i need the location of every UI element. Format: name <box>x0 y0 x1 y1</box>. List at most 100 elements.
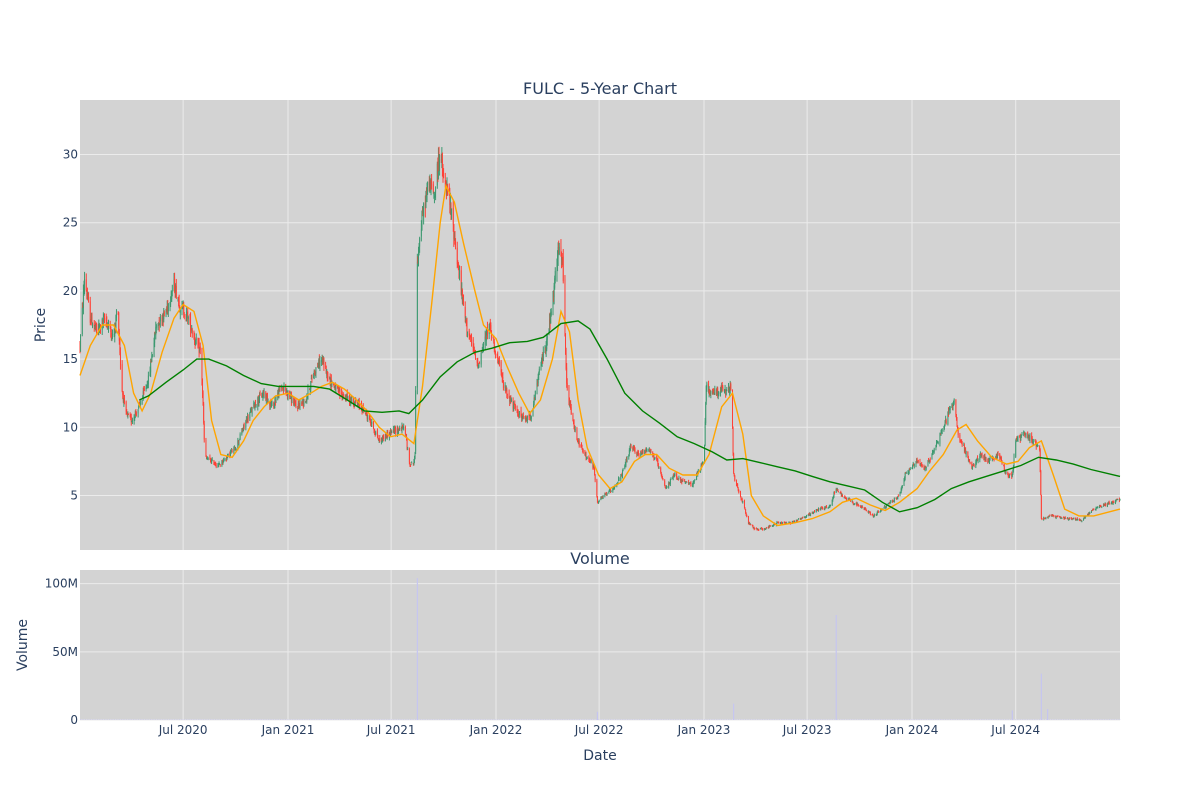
volume-bar <box>1033 719 1035 720</box>
candle-body <box>657 459 659 464</box>
candle-body <box>967 451 969 458</box>
volume-bar <box>777 719 779 720</box>
candle-body <box>1079 518 1080 521</box>
candle-body <box>518 411 520 415</box>
candle-body <box>493 338 495 341</box>
candle-body <box>338 386 340 393</box>
candle-body <box>405 435 407 437</box>
volume-bar <box>991 719 993 720</box>
candle-body <box>919 461 921 466</box>
volume-bar <box>656 719 657 720</box>
volume-bar <box>929 719 931 720</box>
volume-bar <box>172 719 174 720</box>
candle-body <box>343 396 345 398</box>
volume-bar <box>302 719 304 720</box>
volume-bar <box>466 719 468 720</box>
candle-body <box>881 509 883 511</box>
volume-bar <box>425 719 427 720</box>
candle-body <box>967 457 969 462</box>
volume-bar <box>898 719 900 720</box>
candle-body <box>126 411 128 415</box>
candle-body <box>718 392 720 395</box>
volume-bar <box>185 719 187 720</box>
candle-body <box>1060 517 1062 519</box>
candle-body <box>684 481 686 483</box>
volume-bar <box>965 719 967 720</box>
candle-body <box>501 376 503 378</box>
volume-bar <box>1059 719 1061 720</box>
candle-body <box>374 431 376 433</box>
candle-body <box>558 244 560 253</box>
volume-bar <box>563 719 565 720</box>
candle-body <box>991 457 993 459</box>
candle-body <box>131 419 133 423</box>
candle-body <box>1000 457 1002 460</box>
candle-body <box>825 506 827 508</box>
volume-bar <box>283 719 285 720</box>
candle-body <box>399 427 401 429</box>
candle-body <box>710 391 712 394</box>
volume-bar <box>963 719 965 720</box>
candle-body <box>291 397 293 403</box>
volume-bar <box>163 719 165 720</box>
candle-body <box>570 407 572 415</box>
candle-body <box>430 180 431 189</box>
volume-bar <box>568 719 570 720</box>
candle-body <box>163 312 165 314</box>
candle-body <box>565 352 567 369</box>
candle-body <box>305 401 307 403</box>
candle-body <box>110 327 112 333</box>
candle-body <box>755 528 757 530</box>
candle-body <box>434 195 435 198</box>
candle-body <box>127 414 129 416</box>
volume-bar <box>126 719 127 720</box>
candle-body <box>82 290 84 309</box>
volume-bar <box>100 719 102 720</box>
candle-body <box>90 321 92 323</box>
candle-body <box>653 454 655 458</box>
candle-body <box>905 472 907 474</box>
candle-body <box>532 410 534 416</box>
volume-bar <box>565 719 567 720</box>
candle-body <box>377 431 378 438</box>
volume-bar <box>240 719 242 720</box>
candle-body <box>592 461 594 468</box>
volume-bar <box>640 719 642 720</box>
candle-body <box>712 390 714 395</box>
candle-body <box>812 511 814 514</box>
candle-body <box>700 469 702 473</box>
volume-bar <box>871 719 873 720</box>
candle-body <box>381 438 383 441</box>
volume-bar <box>753 719 755 720</box>
candle-body <box>294 401 296 403</box>
candle-body <box>143 389 145 391</box>
volume-bar <box>820 719 822 720</box>
volume-bar <box>435 719 437 720</box>
volume-bar <box>731 719 733 720</box>
candle-body <box>592 465 594 467</box>
candle-body <box>1003 465 1005 467</box>
candle-body <box>345 396 347 399</box>
candle-body <box>873 514 875 516</box>
candle-body <box>282 386 284 390</box>
candle-body <box>889 502 891 504</box>
volume-bar <box>1102 719 1104 720</box>
volume-bar <box>676 719 678 720</box>
candle-body <box>1039 449 1041 472</box>
candle-body <box>114 324 116 337</box>
candle-body <box>714 388 716 395</box>
volume-bar <box>399 719 401 720</box>
candle-body <box>415 390 417 452</box>
candle-body <box>948 410 950 415</box>
volume-bar <box>180 719 182 720</box>
candle-body <box>525 418 527 422</box>
x-axis-label: Date <box>583 748 616 764</box>
candle-body <box>904 478 906 481</box>
price-y-tick-label: 20 <box>63 284 78 298</box>
candle-body <box>518 414 520 416</box>
candle-body <box>738 490 740 493</box>
candle-body <box>534 390 536 401</box>
candle-body <box>528 415 530 417</box>
candle-body <box>581 446 583 450</box>
